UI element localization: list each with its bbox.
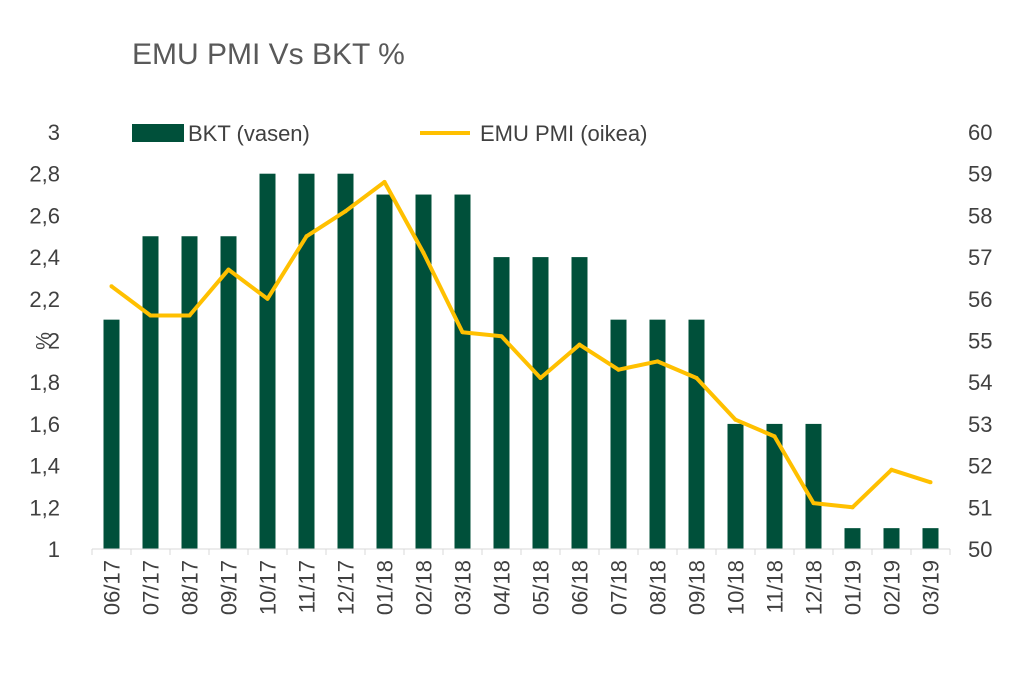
bar: [571, 257, 588, 549]
x-tick-label: 09/17: [217, 560, 242, 615]
y-right-tick-label: 60: [968, 120, 992, 145]
x-tick-label: 09/18: [685, 560, 710, 615]
y-left-tick-label: 1,8: [29, 370, 60, 395]
y-right-tick-label: 52: [968, 454, 992, 479]
bar: [181, 236, 198, 549]
x-tick-label: 11/18: [763, 560, 788, 613]
line-point: [694, 376, 699, 381]
line-point: [655, 359, 660, 364]
line-point: [226, 267, 231, 272]
x-tick-label: 10/17: [256, 560, 281, 615]
y-left-tick-label: 1,2: [29, 495, 60, 520]
x-tick-label: 04/18: [490, 560, 515, 615]
x-tick-label: 08/17: [178, 560, 203, 615]
x-tick-label: 06/17: [100, 560, 125, 615]
bar: [805, 423, 822, 549]
y-right-tick-label: 53: [968, 412, 992, 437]
x-tick-label: 01/19: [841, 560, 866, 615]
bar: [610, 319, 627, 549]
bar: [376, 194, 393, 550]
y-left-tick-label: 2,4: [29, 245, 60, 270]
legend-label-bkt: BKT (vasen): [188, 121, 310, 146]
bar: [883, 528, 900, 549]
y-left-tick-label: 2,6: [29, 203, 60, 228]
y-left-tick-label: 1,4: [29, 454, 60, 479]
line-point: [538, 376, 543, 381]
y-right-tick-label: 59: [968, 162, 992, 187]
y-left-tick-label: 2,2: [29, 287, 60, 312]
x-tick-label: 10/18: [724, 560, 749, 615]
x-tick-label: 05/18: [529, 560, 554, 615]
y-left-axis-label: %: [33, 332, 55, 350]
line-point: [889, 467, 894, 472]
line-point: [109, 284, 114, 289]
line-point: [499, 334, 504, 339]
line-point: [343, 209, 348, 214]
line-point: [187, 313, 192, 318]
line-point: [421, 250, 426, 255]
line-series-emu-pmi: [110, 180, 932, 510]
y-right-tick-label: 56: [968, 287, 992, 312]
bar: [727, 423, 744, 549]
y-right-tick-label: 50: [968, 537, 992, 562]
line-point: [733, 417, 738, 422]
bar: [922, 528, 939, 549]
line-point: [265, 296, 270, 301]
bar: [415, 194, 432, 550]
bar: [259, 173, 276, 549]
y-right-tick-label: 55: [968, 329, 992, 354]
line-point: [148, 313, 153, 318]
y-right-tick-label: 51: [968, 495, 992, 520]
chart-title: EMU PMI Vs BKT %: [132, 38, 405, 71]
bar: [142, 236, 159, 549]
line-point: [850, 505, 855, 510]
line-point: [772, 434, 777, 439]
bar: [844, 528, 861, 549]
x-tick-label: 01/18: [373, 560, 398, 615]
x-tick-label: 02/18: [412, 560, 437, 615]
y-left-tick-label: 2,8: [29, 162, 60, 187]
bar: [688, 319, 705, 549]
bar: [493, 257, 510, 549]
x-tick-label: 07/17: [139, 560, 164, 615]
x-tick-label: 08/18: [646, 560, 671, 615]
y-right-tick-label: 54: [968, 370, 992, 395]
y-right-tick-label: 57: [968, 245, 992, 270]
bar: [220, 236, 237, 549]
x-tick-label: 12/17: [334, 560, 359, 615]
x-tick-label: 06/18: [568, 560, 593, 615]
bar: [337, 173, 354, 549]
x-tick-label: 11/17: [295, 560, 320, 613]
legend-label-emu-pmi: EMU PMI (oikea): [480, 121, 647, 146]
y-left-tick-label: 1: [48, 537, 60, 562]
line-point: [577, 342, 582, 347]
bar: [532, 257, 549, 549]
x-tick-label: 12/18: [802, 560, 827, 615]
bar: [298, 173, 315, 549]
line-point: [616, 367, 621, 372]
x-tick-label: 02/19: [880, 560, 905, 615]
x-tick-label: 03/19: [919, 560, 944, 615]
line-point: [304, 234, 309, 239]
line-point: [928, 480, 933, 485]
line-point: [382, 180, 387, 185]
x-tick-label: 07/18: [607, 560, 632, 615]
bar: [454, 194, 471, 550]
bar: [649, 319, 666, 549]
bar: [103, 319, 120, 549]
bar: [766, 423, 783, 549]
line-point: [460, 330, 465, 335]
line-point: [811, 501, 816, 506]
x-tick-label: 03/18: [451, 560, 476, 615]
y-right-tick-label: 58: [968, 203, 992, 228]
y-left-tick-label: 1,6: [29, 412, 60, 437]
legend-swatch-bkt: [132, 124, 184, 142]
y-left-tick-label: 3: [48, 120, 60, 145]
y-left-tick-label: 2: [48, 329, 60, 354]
